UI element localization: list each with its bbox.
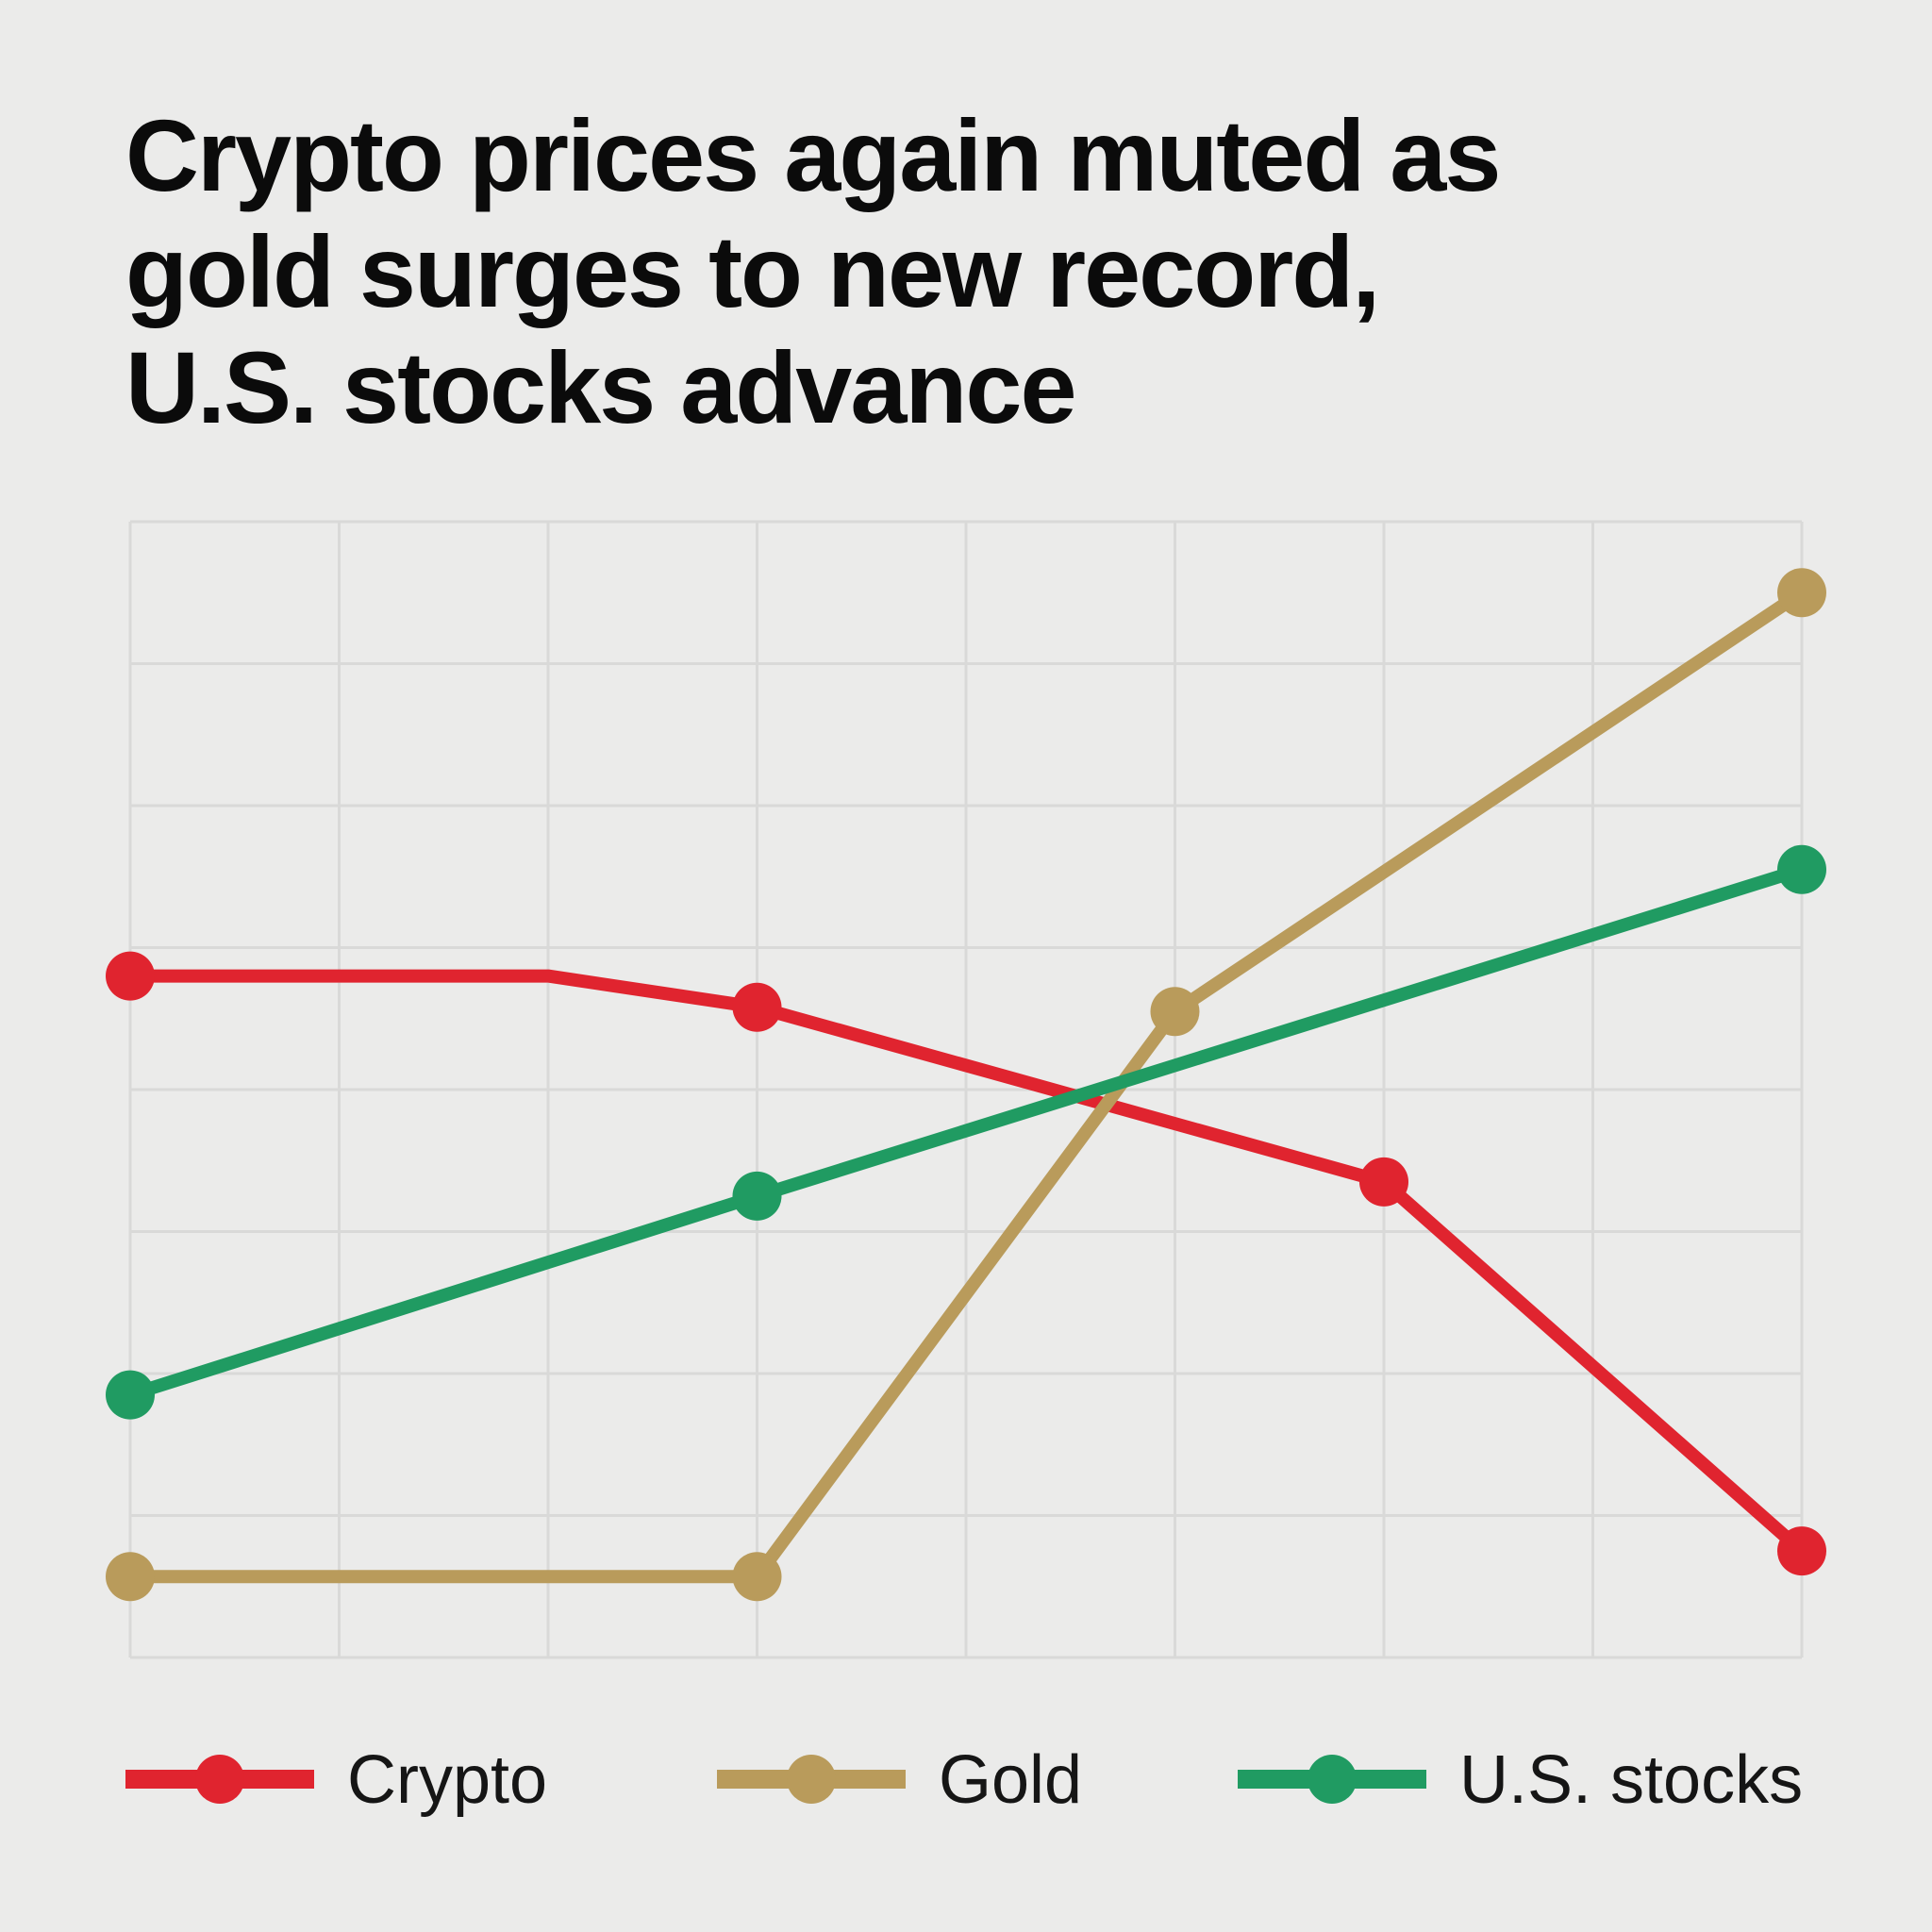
data-point-u-s-stocks bbox=[106, 1370, 155, 1420]
legend-item-crypto: Crypto bbox=[125, 1742, 547, 1818]
data-point-u-s-stocks bbox=[732, 1171, 782, 1221]
legend-label-u-s-stocks: U.S. stocks bbox=[1459, 1742, 1803, 1818]
legend-item-gold: Gold bbox=[717, 1742, 1082, 1818]
data-point-crypto bbox=[106, 951, 155, 1001]
legend-swatch-marker-crypto bbox=[195, 1755, 244, 1804]
data-point-crypto bbox=[1777, 1526, 1826, 1576]
data-point-crypto bbox=[732, 982, 782, 1032]
legend-swatch-marker-gold bbox=[787, 1755, 836, 1804]
data-point-crypto bbox=[1359, 1157, 1408, 1207]
legend-item-u-s-stocks: U.S. stocks bbox=[1238, 1742, 1803, 1818]
chart-title-line-2: gold surges to new record, bbox=[125, 214, 1380, 328]
legend-label-crypto: Crypto bbox=[347, 1742, 547, 1818]
series-line-gold bbox=[124, 586, 1808, 1584]
data-point-gold bbox=[732, 1552, 782, 1602]
chart-title: Crypto prices again muted as gold surges… bbox=[125, 97, 1824, 445]
chart-title-line-3: U.S. stocks advance bbox=[125, 330, 1077, 444]
legend-swatch-marker-u-s-stocks bbox=[1307, 1755, 1357, 1804]
legend-label-gold: Gold bbox=[939, 1742, 1082, 1818]
data-point-gold bbox=[106, 1552, 155, 1602]
legend: Crypto Gold U.S. stocks bbox=[125, 1742, 1803, 1818]
grid bbox=[128, 520, 1804, 1659]
data-point-u-s-stocks bbox=[1777, 844, 1826, 894]
plot-markers bbox=[106, 568, 1826, 1602]
data-point-gold bbox=[1777, 568, 1826, 618]
chart-title-line-1: Crypto prices again muted as bbox=[125, 98, 1501, 212]
data-point-gold bbox=[1150, 987, 1200, 1037]
